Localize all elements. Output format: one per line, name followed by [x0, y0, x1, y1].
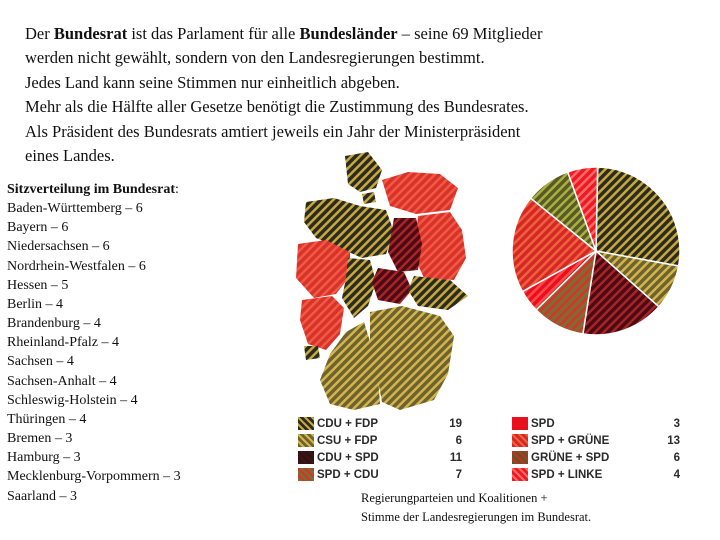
germany-map — [296, 152, 468, 410]
state-nordrhein-westfalen — [296, 240, 350, 298]
intro-line-1: Der Bundesrat ist das Parlament für alle… — [25, 22, 665, 46]
legend-swatch-spd — [512, 417, 528, 430]
legend-value-spd-linke: 4 — [673, 469, 680, 481]
state-thueringen — [372, 268, 412, 304]
state-baden-wuerttemberg — [320, 322, 380, 410]
seat-row-thueringen: Thüringen – 4 — [7, 411, 87, 427]
legend-item-cdu-spd: CDU + SPD 11 — [298, 450, 468, 466]
legend-item-csu-fdp: CSU + FDP 6 — [298, 433, 468, 449]
legend-swatch-spd-gruene — [512, 434, 528, 447]
legend-swatch-spd-cdu — [298, 468, 314, 481]
legend-label-spd: SPD — [531, 418, 555, 430]
seat-row-hessen: Hessen – 5 — [7, 277, 69, 293]
legend-item-spd-cdu: SPD + CDU 7 — [298, 467, 468, 483]
seat-row-schleswig-holstein: Schleswig-Holstein – 4 — [7, 392, 138, 408]
intro-text: Der Bundesrat ist das Parlament für alle… — [25, 22, 665, 168]
intro-line-1-mid: ist das Parlament für alle — [127, 24, 300, 43]
seat-row-sachsen-anhalt: Sachsen-Anhalt – 4 — [7, 373, 117, 389]
caption-line-2: Stimme der Landesregierungen im Bundesra… — [361, 510, 592, 524]
legend-label-csu-fdp: CSU + FDP — [317, 435, 378, 447]
pie-slice-spd-gruene — [511, 197, 598, 293]
legend-label-spd-cdu: SPD + CDU — [317, 469, 379, 481]
seat-pie-chart — [511, 166, 681, 336]
term-bundeslaender: Bundesländer — [299, 24, 398, 43]
state-saarland — [304, 346, 320, 360]
caption: Regierungparteien und Koalitionen + Stim… — [361, 489, 711, 527]
intro-line-5: Als Präsident des Bundesrats amtiert jew… — [25, 121, 521, 141]
legend-label-gruene-spd: GRÜNE + SPD — [531, 452, 610, 464]
legend-swatch-cdu-fdp — [298, 417, 314, 430]
legend-swatch-spd-linke — [512, 468, 528, 481]
state-sachsen — [408, 276, 468, 310]
intro-line-1-end: – seine 69 Mitglieder — [397, 24, 543, 43]
legend-label-cdu-spd: CDU + SPD — [317, 452, 379, 464]
seat-heading-colon: : — [175, 182, 179, 197]
seat-heading: Sitzverteilung im Bundesrat: — [7, 180, 287, 199]
legend: CDU + FDP 19 CSU + FDP 6 CDU + SPD 11 SP… — [298, 416, 698, 488]
state-mecklenburg-vorpommern — [382, 172, 458, 214]
seat-row-rheinland-pfalz: Rheinland-Pfalz – 4 — [7, 335, 119, 351]
legend-item-cdu-fdp: CDU + FDP 19 — [298, 416, 468, 432]
legend-item-spd-gruene: SPD + GRÜNE 13 — [512, 433, 692, 449]
state-bayern — [370, 306, 454, 410]
legend-item-spd-linke: SPD + LINKE 4 — [512, 467, 692, 483]
legend-swatch-gruene-spd — [512, 451, 528, 464]
seat-distribution: Sitzverteilung im Bundesrat: Baden-Württ… — [7, 180, 287, 506]
seat-row-berlin: Berlin – 4 — [7, 296, 63, 312]
seat-row-mecklenburg-vorpommern: Mecklenburg-Vorpommern – 3 — [7, 469, 181, 485]
legend-item-gruene-spd: GRÜNE + SPD 6 — [512, 450, 692, 466]
state-rheinland-pfalz — [300, 296, 344, 350]
state-schleswig-holstein — [345, 152, 382, 192]
state-sachsen-anhalt — [388, 218, 422, 272]
seat-row-hamburg: Hamburg – 3 — [7, 450, 81, 466]
seat-heading-text: Sitzverteilung im Bundesrat — [7, 182, 175, 197]
state-berlin — [436, 236, 448, 246]
intro-line-2: werden nicht gewählt, sondern von den La… — [25, 48, 485, 68]
legend-value-csu-fdp: 6 — [455, 435, 462, 447]
legend-item-spd: SPD 3 — [512, 416, 692, 432]
pie-slice-cdu-fdp — [595, 166, 681, 267]
intro-line-1-start: Der — [25, 24, 54, 43]
seat-row-brandenburg: Brandenburg – 4 — [7, 316, 101, 332]
intro-line-6: eines Landes. — [25, 146, 115, 166]
seat-row-nordrhein-westfalen: Nordrhein-Westfalen – 6 — [7, 258, 146, 274]
pie-slice-cdu-spd — [582, 249, 660, 336]
intro-line-3: Jedes Land kann seine Stimmen nur einhei… — [25, 72, 400, 92]
intro-line-4: Mehr als die Hälfte aller Gesetze benöti… — [25, 97, 529, 117]
seat-row-sachsen: Sachsen – 4 — [7, 354, 74, 370]
legend-value-spd: 3 — [673, 418, 680, 430]
seat-row-baden-wuerttemberg: Baden-Württemberg – 6 — [7, 201, 143, 217]
term-bundesrat: Bundesrat — [53, 24, 128, 43]
legend-label-cdu-fdp: CDU + FDP — [317, 418, 379, 430]
seat-row-niedersachsen: Niedersachsen – 6 — [7, 239, 110, 255]
legend-swatch-csu-fdp — [298, 434, 314, 447]
state-hessen — [342, 258, 376, 318]
legend-value-spd-gruene: 13 — [667, 435, 680, 447]
state-hamburg — [362, 192, 376, 204]
legend-swatch-cdu-spd — [298, 451, 314, 464]
legend-label-spd-gruene: SPD + GRÜNE — [531, 435, 610, 447]
state-niedersachsen — [304, 198, 394, 258]
legend-value-spd-cdu: 7 — [455, 469, 462, 481]
seat-row-bremen: Bremen – 3 — [7, 431, 73, 447]
legend-value-cdu-fdp: 19 — [449, 418, 462, 430]
pie-slice-spd-linke — [566, 166, 599, 252]
seat-row-saarland: Saarland – 3 — [7, 488, 77, 504]
caption-line-1: Regierungparteien und Koalitionen + — [361, 491, 548, 505]
legend-label-spd-linke: SPD + LINKE — [531, 469, 603, 481]
seat-row-bayern: Bayern – 6 — [7, 220, 69, 236]
legend-value-gruene-spd: 6 — [673, 452, 680, 464]
legend-value-cdu-spd: 11 — [449, 452, 462, 464]
